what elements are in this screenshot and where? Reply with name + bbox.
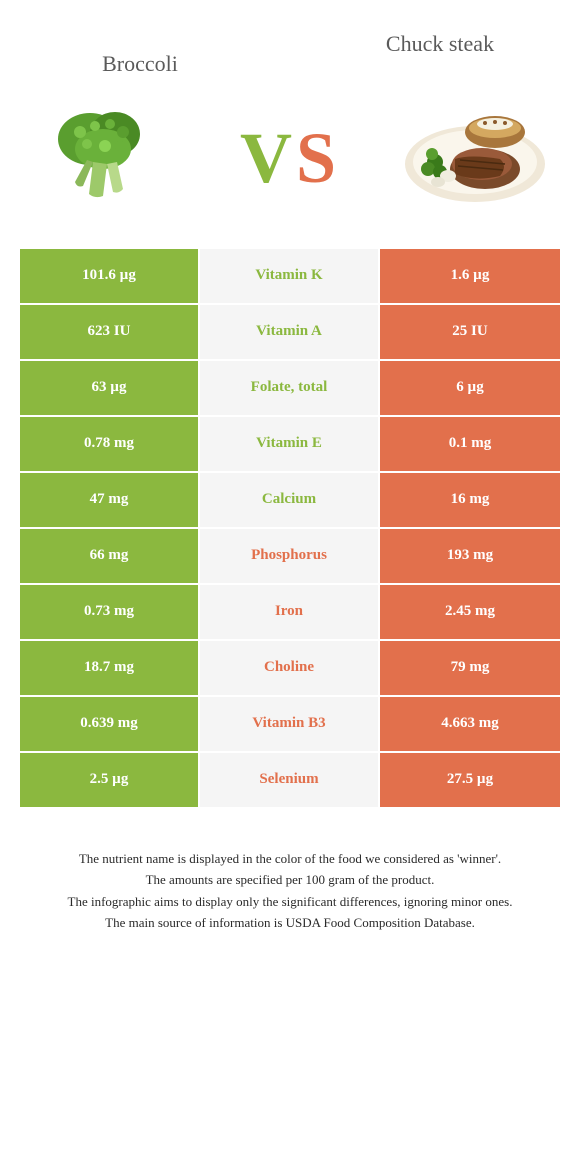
table-row: 47 mgCalcium16 mg [20,473,560,529]
broccoli-icon [30,99,180,219]
vs-s: S [296,118,340,198]
nutrient-left-value: 101.6 µg [20,249,200,303]
nutrient-table: 101.6 µgVitamin K1.6 µg623 IUVitamin A25… [20,249,560,809]
note-line: The main source of information is USDA F… [30,913,550,933]
table-row: 66 mgPhosphorus193 mg [20,529,560,585]
table-row: 101.6 µgVitamin K1.6 µg [20,249,560,305]
nutrient-right-value: 2.45 mg [380,585,560,639]
header: Broccoli Chuck steak [0,0,580,89]
steak-plate-icon [400,99,550,219]
nutrient-right-value: 27.5 µg [380,753,560,807]
nutrient-right-value: 0.1 mg [380,417,560,471]
nutrient-left-value: 623 IU [20,305,200,359]
table-row: 63 µgFolate, total6 µg [20,361,560,417]
nutrient-name: Choline [200,641,380,695]
nutrient-left-value: 0.639 mg [20,697,200,751]
nutrient-right-value: 79 mg [380,641,560,695]
nutrient-right-value: 193 mg [380,529,560,583]
table-row: 0.78 mgVitamin E0.1 mg [20,417,560,473]
nutrient-left-value: 0.78 mg [20,417,200,471]
food-right-title: Chuck steak [340,30,540,59]
images-row: VS [0,89,580,249]
nutrient-name: Vitamin K [200,249,380,303]
nutrient-name: Calcium [200,473,380,527]
nutrient-left-value: 47 mg [20,473,200,527]
nutrient-right-value: 4.663 mg [380,697,560,751]
nutrient-left-value: 0.73 mg [20,585,200,639]
nutrient-right-value: 25 IU [380,305,560,359]
nutrient-name: Phosphorus [200,529,380,583]
nutrient-right-value: 6 µg [380,361,560,415]
note-line: The amounts are specified per 100 gram o… [30,870,550,890]
nutrient-name: Vitamin A [200,305,380,359]
note-line: The nutrient name is displayed in the co… [30,849,550,869]
nutrient-left-value: 63 µg [20,361,200,415]
nutrient-name: Iron [200,585,380,639]
nutrient-right-value: 16 mg [380,473,560,527]
nutrient-left-value: 2.5 µg [20,753,200,807]
nutrient-name: Vitamin E [200,417,380,471]
notes-section: The nutrient name is displayed in the co… [0,809,580,955]
food-left-title: Broccoli [40,30,240,79]
nutrient-left-value: 66 mg [20,529,200,583]
nutrient-name: Vitamin B3 [200,697,380,751]
note-line: The infographic aims to display only the… [30,892,550,912]
nutrient-left-value: 18.7 mg [20,641,200,695]
nutrient-name: Selenium [200,753,380,807]
nutrient-name: Folate, total [200,361,380,415]
vs-v: V [240,118,296,198]
table-row: 18.7 mgCholine79 mg [20,641,560,697]
table-row: 0.639 mgVitamin B34.663 mg [20,697,560,753]
table-row: 623 IUVitamin A25 IU [20,305,560,361]
nutrient-right-value: 1.6 µg [380,249,560,303]
vs-label: VS [240,117,340,200]
table-row: 2.5 µgSelenium27.5 µg [20,753,560,809]
table-row: 0.73 mgIron2.45 mg [20,585,560,641]
